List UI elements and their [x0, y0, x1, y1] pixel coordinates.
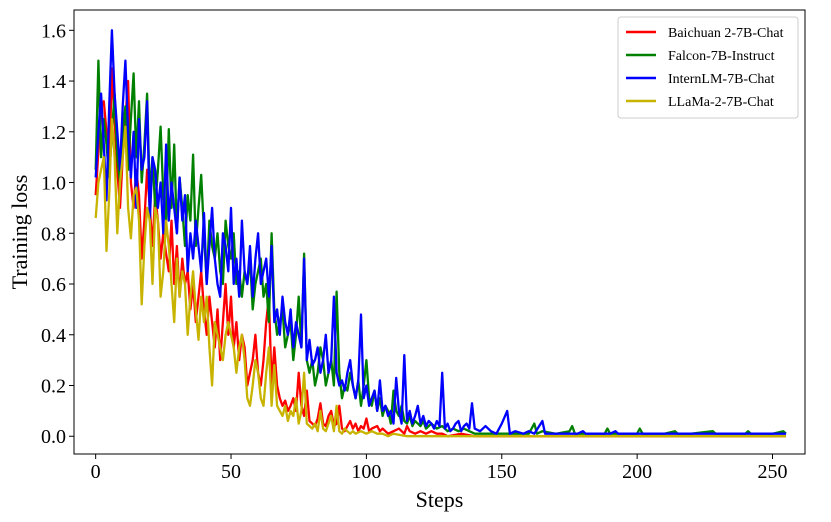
y-tick-label: 0.0	[41, 426, 66, 448]
legend-label-4: LLaMa-2-7B-Chat	[668, 95, 774, 110]
legend-box	[617, 16, 799, 119]
series-layer	[94, 29, 787, 438]
x-tick-label: 100	[351, 461, 381, 483]
y-tick-label: 0.2	[41, 375, 66, 397]
y-tick-label: 1.6	[41, 20, 66, 42]
y-tick-label: 1.2	[41, 122, 66, 144]
plot-frame	[73, 9, 806, 455]
y-axis-title: Training loss	[7, 175, 32, 290]
legend-label-1: Baichuan 2-7B-Chat	[668, 26, 784, 41]
x-axis: 0 50 100 150 200 250	[91, 454, 788, 483]
y-tick-label: 0.6	[41, 274, 66, 296]
x-tick-label: 200	[622, 461, 652, 483]
y-tick-label: 1.0	[41, 173, 66, 195]
y-tick-label: 0.8	[41, 223, 66, 245]
x-tick-label: 50	[221, 461, 241, 483]
y-tick-label: 0.4	[41, 325, 66, 347]
x-tick-label: 150	[487, 461, 517, 483]
series-line-2	[94, 59, 787, 435]
series-line-3	[94, 29, 786, 435]
x-tick-label: 250	[758, 461, 788, 483]
series-line-4	[94, 117, 786, 438]
x-axis-title: Steps	[416, 487, 464, 512]
x-tick-label: 0	[91, 461, 101, 483]
legend: Baichuan 2-7B-Chat Falcon-7B-Instruct Inte…	[617, 16, 799, 119]
legend-label-3: InternLM-7B-Chat	[668, 72, 775, 87]
y-axis: 0.0 0.2 0.4 0.6 0.8 1.0 1.2 1.4 1.6	[41, 20, 74, 448]
y-tick-label: 1.4	[41, 71, 66, 93]
legend-label-2: Falcon-7B-Instruct	[668, 49, 775, 64]
